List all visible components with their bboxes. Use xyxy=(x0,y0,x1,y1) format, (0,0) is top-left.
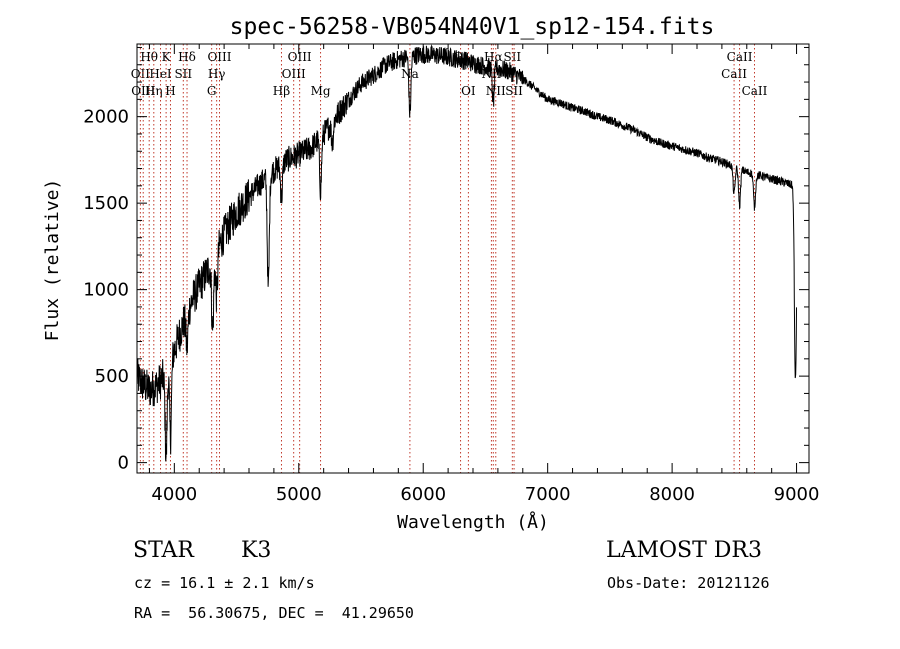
line-markers: OIIOIIIHθHηHeIKHSIIHδGHγOIIIHβOIIIOIIIMg… xyxy=(131,44,768,473)
redshift-readout: cz = 16.1 ± 2.1 km/s xyxy=(134,574,315,592)
object-class: STAR xyxy=(133,538,194,563)
line-marker-label: K xyxy=(162,50,172,64)
line-marker-label: Hη xyxy=(145,84,163,98)
obs-date: Obs-Date: 20121126 xyxy=(607,574,770,592)
x-tick-label: 4000 xyxy=(151,484,197,505)
line-marker-label: Hδ xyxy=(178,50,196,64)
line-marker-label: HeI xyxy=(149,67,172,81)
x-axis-label: Wavelength (Å) xyxy=(397,511,549,533)
y-tick-label: 1500 xyxy=(83,193,129,214)
line-marker-label: Na xyxy=(401,67,419,81)
coordinates: RA = 56.30675, DEC = 41.29650 xyxy=(134,604,414,622)
spectrum-series xyxy=(136,44,797,462)
y-tick-label: 2000 xyxy=(83,107,129,128)
y-tick-label: 1000 xyxy=(83,280,129,301)
line-marker-label: OIII xyxy=(288,50,312,64)
line-marker-label: G xyxy=(207,84,217,98)
y-tick-label: 0 xyxy=(118,453,129,474)
line-marker-label: Hα xyxy=(484,50,503,64)
line-marker-label: NII xyxy=(486,84,506,98)
axis-ticks: 4000 5000 6000 7000 8000 9000 0 500 1000 1500 2000 xyxy=(83,44,819,505)
plot-frame xyxy=(136,43,810,474)
x-tick-label: 5000 xyxy=(276,484,322,505)
line-marker-label: OIII xyxy=(282,67,306,81)
line-marker-label: Hβ xyxy=(273,84,290,98)
line-marker-label: Mg xyxy=(311,84,331,98)
line-marker-label: OI xyxy=(461,84,476,98)
x-tick-label: 6000 xyxy=(400,484,446,505)
spectrum-line xyxy=(136,44,797,462)
line-marker-label: SII xyxy=(503,50,521,64)
x-tick-label: 8000 xyxy=(649,484,695,505)
x-tick-label: 7000 xyxy=(525,484,571,505)
object-subclass: K3 xyxy=(241,538,272,563)
line-marker-label: OIII xyxy=(207,50,231,64)
line-marker-label: CaII xyxy=(727,50,753,64)
chart-title: spec-56258-VB054N40V1_sp12-154.fits xyxy=(230,14,715,40)
survey-name: LAMOST DR3 xyxy=(606,538,762,563)
line-marker-label: CaII xyxy=(721,67,747,81)
line-marker-label: Hγ xyxy=(208,67,226,81)
line-marker-label: OII xyxy=(131,67,151,81)
line-marker-label: SII xyxy=(505,84,523,98)
line-marker-label: CaII xyxy=(742,84,768,98)
x-tick-label: 9000 xyxy=(774,484,820,505)
y-axis-label: Flux (relative) xyxy=(42,179,63,342)
line-marker-label: Hθ xyxy=(140,50,158,64)
y-tick-label: 500 xyxy=(95,366,129,387)
line-marker-label: SII xyxy=(174,67,192,81)
line-marker-label: H xyxy=(165,84,175,98)
